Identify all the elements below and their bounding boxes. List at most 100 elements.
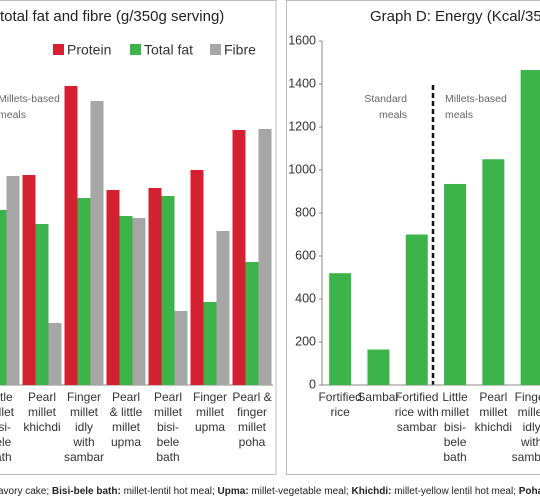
x-tick-label: poha bbox=[239, 435, 266, 449]
bar bbox=[245, 262, 259, 385]
x-tick-label: bath bbox=[443, 450, 466, 464]
x-tick-label: with bbox=[72, 435, 94, 449]
legend-swatch bbox=[130, 44, 141, 55]
x-tick-label: bele bbox=[444, 435, 467, 449]
bar bbox=[22, 175, 36, 385]
x-tick-label: finger bbox=[237, 405, 267, 419]
legend-label: Fibre bbox=[224, 42, 256, 58]
left-panel bbox=[0, 0, 277, 475]
bar bbox=[6, 176, 20, 385]
y-tick-label: 0 bbox=[309, 377, 316, 391]
x-tick-label: Finger bbox=[193, 390, 227, 404]
x-tick-label: sambar bbox=[512, 450, 540, 464]
bar bbox=[329, 273, 352, 385]
x-tick-label: Pearl bbox=[154, 390, 182, 404]
x-tick-label: bisi- bbox=[157, 420, 179, 434]
y-tick-label: 1000 bbox=[288, 162, 316, 176]
x-tick-label: & little bbox=[110, 405, 143, 419]
x-tick-label: sambar bbox=[397, 420, 437, 434]
annotation: meals bbox=[0, 109, 26, 121]
bar bbox=[132, 218, 146, 385]
bar bbox=[106, 190, 120, 385]
bar bbox=[367, 349, 390, 385]
x-tick-label: khichdi bbox=[23, 420, 60, 434]
bar bbox=[161, 196, 175, 385]
x-tick-label: Pearl bbox=[28, 390, 56, 404]
footnote-part: avory cake; bbox=[0, 486, 52, 497]
bar bbox=[174, 311, 188, 385]
legend-swatch bbox=[210, 44, 221, 55]
x-tick-label: millet bbox=[70, 405, 99, 419]
y-tick-label: 1400 bbox=[288, 76, 316, 90]
footnote-part: Poha bbox=[519, 486, 540, 497]
annotation: Millets-based bbox=[445, 93, 507, 105]
footnote-part: millet-vegetable meal; bbox=[249, 486, 352, 497]
bar bbox=[0, 210, 7, 385]
legend-swatch bbox=[53, 44, 64, 55]
x-tick-label: rice with bbox=[395, 405, 439, 419]
x-tick-label: millet bbox=[518, 405, 540, 419]
bar bbox=[232, 130, 246, 385]
footnote-part: millet-lentil hot meal; bbox=[121, 486, 218, 497]
x-tick-label: khichdi bbox=[475, 420, 512, 434]
footnote: avory cake; Bisi-bele bath: millet-lenti… bbox=[0, 486, 540, 497]
x-tick-label: Pearl bbox=[479, 390, 507, 404]
x-tick-label: rice bbox=[330, 405, 350, 419]
bar bbox=[48, 323, 62, 385]
y-tick-label: 400 bbox=[295, 291, 316, 305]
x-tick-label: millet bbox=[238, 420, 267, 434]
x-tick-label: Little bbox=[442, 390, 468, 404]
annotation: Millets-based bbox=[0, 93, 60, 105]
x-tick-label: millet bbox=[154, 405, 183, 419]
bar bbox=[405, 234, 428, 385]
footnote-part: Bisi-bele bath: bbox=[52, 486, 121, 497]
footnote-part: Khichdi: bbox=[351, 486, 391, 497]
x-tick-label: millet bbox=[441, 405, 470, 419]
x-tick-label: bath bbox=[156, 450, 179, 464]
bar bbox=[190, 170, 204, 385]
annotation: meals bbox=[445, 109, 473, 121]
x-tick-label: millet bbox=[112, 420, 141, 434]
x-tick-label: Finger bbox=[515, 390, 540, 404]
x-tick-label: Fortified bbox=[318, 390, 361, 404]
x-tick-label: millet bbox=[28, 405, 57, 419]
x-tick-label: upma bbox=[111, 435, 141, 449]
bar bbox=[203, 302, 217, 385]
x-tick-label: bisi- bbox=[0, 420, 11, 434]
x-tick-label: Fortified bbox=[395, 390, 438, 404]
x-tick-label: Pearl & bbox=[232, 390, 271, 404]
x-tick-label: Pearl bbox=[112, 390, 140, 404]
bar bbox=[216, 231, 230, 385]
x-tick-label: with bbox=[520, 435, 540, 449]
y-tick-label: 1600 bbox=[288, 33, 316, 47]
y-tick-label: 800 bbox=[295, 205, 316, 219]
footnote-part: millet-yellow lentil hot meal; bbox=[391, 486, 518, 497]
x-tick-label: millet bbox=[479, 405, 508, 419]
x-tick-label: upma bbox=[195, 420, 225, 434]
bar bbox=[444, 183, 467, 385]
bar bbox=[148, 188, 162, 385]
x-tick-label: sambar bbox=[64, 450, 104, 464]
x-tick-label: Sambar bbox=[357, 390, 399, 404]
annotation: Standard bbox=[364, 93, 407, 105]
bar bbox=[482, 159, 505, 385]
chart-title: Graph D: Energy (Kcal/35 bbox=[370, 8, 540, 25]
bar bbox=[90, 101, 104, 385]
bar bbox=[77, 198, 91, 385]
legend-label: Total fat bbox=[144, 42, 193, 58]
footnote-part: Upma: bbox=[218, 486, 249, 497]
bar bbox=[258, 129, 272, 385]
x-tick-label: millet bbox=[196, 405, 225, 419]
x-tick-label: idly bbox=[75, 420, 93, 434]
bar bbox=[520, 70, 540, 386]
legend-label: Protein bbox=[67, 42, 111, 58]
chart-title: total fat and fibre (g/350g serving) bbox=[0, 8, 224, 25]
annotation: meals bbox=[379, 109, 407, 121]
bar bbox=[35, 224, 49, 385]
x-tick-label: bele bbox=[0, 435, 12, 449]
x-tick-label: bele bbox=[157, 435, 180, 449]
bar bbox=[64, 86, 78, 385]
x-tick-label: bath bbox=[0, 450, 12, 464]
